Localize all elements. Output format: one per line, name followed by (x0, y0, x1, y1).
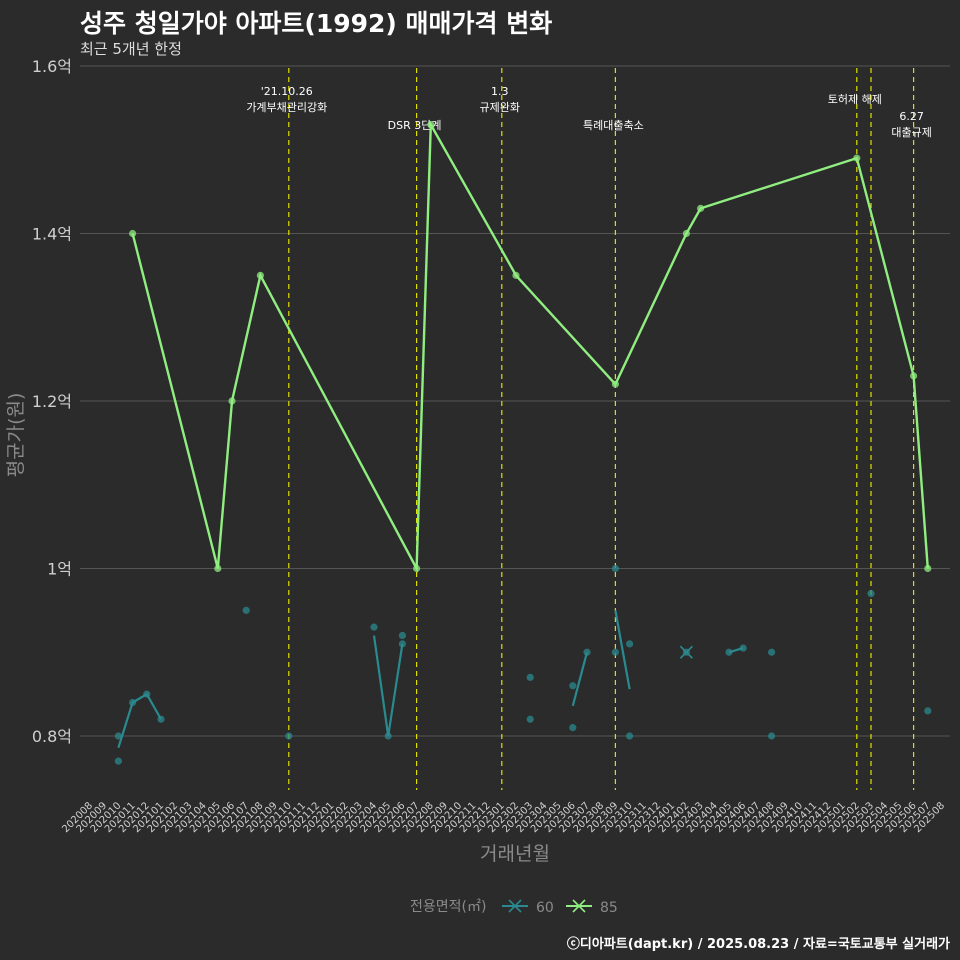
series-85-point (228, 397, 236, 405)
y-tick-label: 0.8억 (32, 727, 72, 746)
series-60-point (157, 715, 165, 723)
series-85-point (512, 271, 520, 279)
series-60-cross (679, 645, 693, 659)
series-60-point (768, 648, 776, 656)
series-60-line (372, 635, 404, 737)
series-60-point (611, 564, 620, 573)
series-60-point (569, 682, 577, 690)
series-60-point (526, 673, 534, 681)
series-60-line (117, 692, 162, 749)
legend-key-60-cross (508, 899, 522, 913)
series-60-point (867, 590, 875, 598)
series-60-point (114, 732, 122, 740)
event-label: 1.3 (491, 85, 509, 98)
series-60-point (129, 698, 137, 707)
chart-title: 성주 청일가야 아파트(1992) 매매가격 변화 (80, 9, 553, 38)
series-60-point (725, 648, 733, 656)
event-label: '21.10.26 (261, 85, 313, 98)
event-label: DSR 3단계 (388, 119, 442, 132)
series-85-point (214, 564, 222, 573)
y-axis-label: 평균가(원) (5, 393, 27, 478)
series-60-point (398, 640, 406, 648)
series-60-point (114, 757, 122, 765)
event-label: 6.27 (899, 110, 924, 123)
series-60-point (370, 623, 378, 631)
series-85-point (924, 564, 932, 573)
series-60-point (569, 724, 577, 732)
series-85-point (129, 229, 137, 238)
event-label: 가계부채관리강화 (246, 101, 327, 114)
series-85-point (611, 380, 620, 388)
series-60-point (384, 732, 392, 740)
legend-key-85-cross (572, 899, 586, 913)
source-footer: ⓒ디아파트(dapt.kr) / 2025.08.23 / 자료=국토교통부 실… (566, 937, 950, 952)
series-60-point (143, 690, 151, 698)
series-60-point (611, 648, 620, 656)
series-60-point (626, 732, 634, 740)
y-tick-label: 1.4억 (32, 225, 72, 244)
series-60-point (768, 732, 776, 740)
y-tick-label: 1억 (47, 560, 72, 579)
chart-subtitle: 최근 5개년 한정 (80, 40, 182, 58)
series-85-point (910, 372, 918, 380)
event-label: 규제완화 (480, 101, 520, 114)
legend-label-60: 60 (536, 900, 554, 916)
series-85-point (853, 154, 861, 162)
legend-title: 전용면적(㎡) (410, 899, 486, 915)
series-60-point (626, 640, 634, 648)
series-85-point (682, 229, 691, 238)
event-label: 토허제 해제 (828, 92, 882, 106)
series-85-point (427, 121, 435, 129)
series-60-point (285, 732, 293, 740)
x-axis-label: 거래년월 (480, 843, 550, 865)
series-60-point (924, 707, 932, 715)
series-85-line (131, 120, 929, 574)
series-60-point (739, 644, 747, 652)
series-60-line (571, 651, 589, 707)
series-60-line (614, 610, 631, 690)
series-60-point (583, 648, 591, 656)
y-tick-label: 1.6억 (32, 57, 72, 76)
series-85-point (697, 204, 705, 212)
series-60-point (398, 631, 406, 640)
y-tick-label: 1.2억 (32, 392, 72, 411)
series-60-point (526, 715, 534, 723)
series-60-point (242, 606, 250, 614)
series-85-point (413, 564, 421, 573)
event-label: 특례대출축소 (583, 119, 644, 132)
legend-label-85: 85 (600, 900, 618, 916)
event-label: 대출규제 (891, 126, 931, 139)
series-85-point (256, 271, 264, 279)
